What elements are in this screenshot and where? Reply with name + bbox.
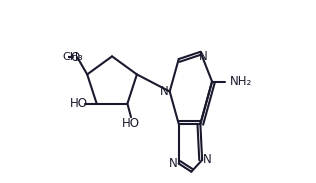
Text: N: N [160, 85, 169, 98]
Text: HO: HO [70, 97, 88, 110]
Text: CH₃: CH₃ [63, 52, 84, 62]
Text: O: O [70, 51, 79, 64]
Text: N: N [199, 50, 207, 63]
Text: N: N [169, 157, 178, 170]
Text: NH₂: NH₂ [230, 75, 252, 88]
Text: HO: HO [122, 117, 140, 130]
Text: N: N [203, 154, 212, 167]
